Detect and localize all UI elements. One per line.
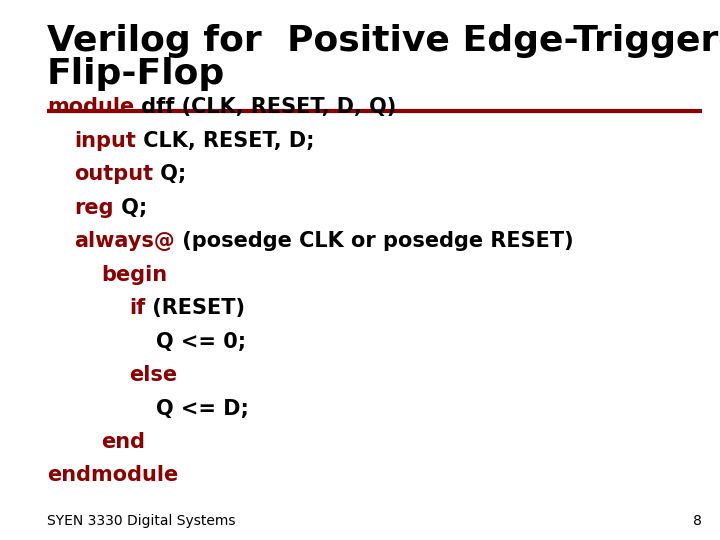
Text: Flip-Flop: Flip-Flop [47,57,225,91]
Text: CLK, RESET, D;: CLK, RESET, D; [136,131,315,151]
Text: Q;: Q; [114,198,147,218]
Text: begin: begin [102,265,168,285]
Text: dff (CLK, RESET, D, Q): dff (CLK, RESET, D, Q) [134,97,396,117]
Text: else: else [129,365,177,385]
Text: end: end [102,432,145,452]
Text: reg: reg [74,198,114,218]
Text: module: module [47,97,134,117]
Text: endmodule: endmodule [47,465,178,485]
Text: Verilog for  Positive Edge-Triggered D: Verilog for Positive Edge-Triggered D [47,24,720,58]
Text: 8: 8 [693,514,702,528]
Text: if: if [129,298,145,318]
Text: Q <= 0;: Q <= 0; [156,332,246,352]
Text: Q <= D;: Q <= D; [156,399,249,418]
Text: output: output [74,164,153,184]
Text: (RESET): (RESET) [145,298,245,318]
Text: always@: always@ [74,231,175,251]
Text: SYEN 3330 Digital Systems: SYEN 3330 Digital Systems [47,514,235,528]
Text: (posedge CLK or posedge RESET): (posedge CLK or posedge RESET) [175,231,574,251]
Text: Q;: Q; [153,164,186,184]
Text: input: input [74,131,136,151]
